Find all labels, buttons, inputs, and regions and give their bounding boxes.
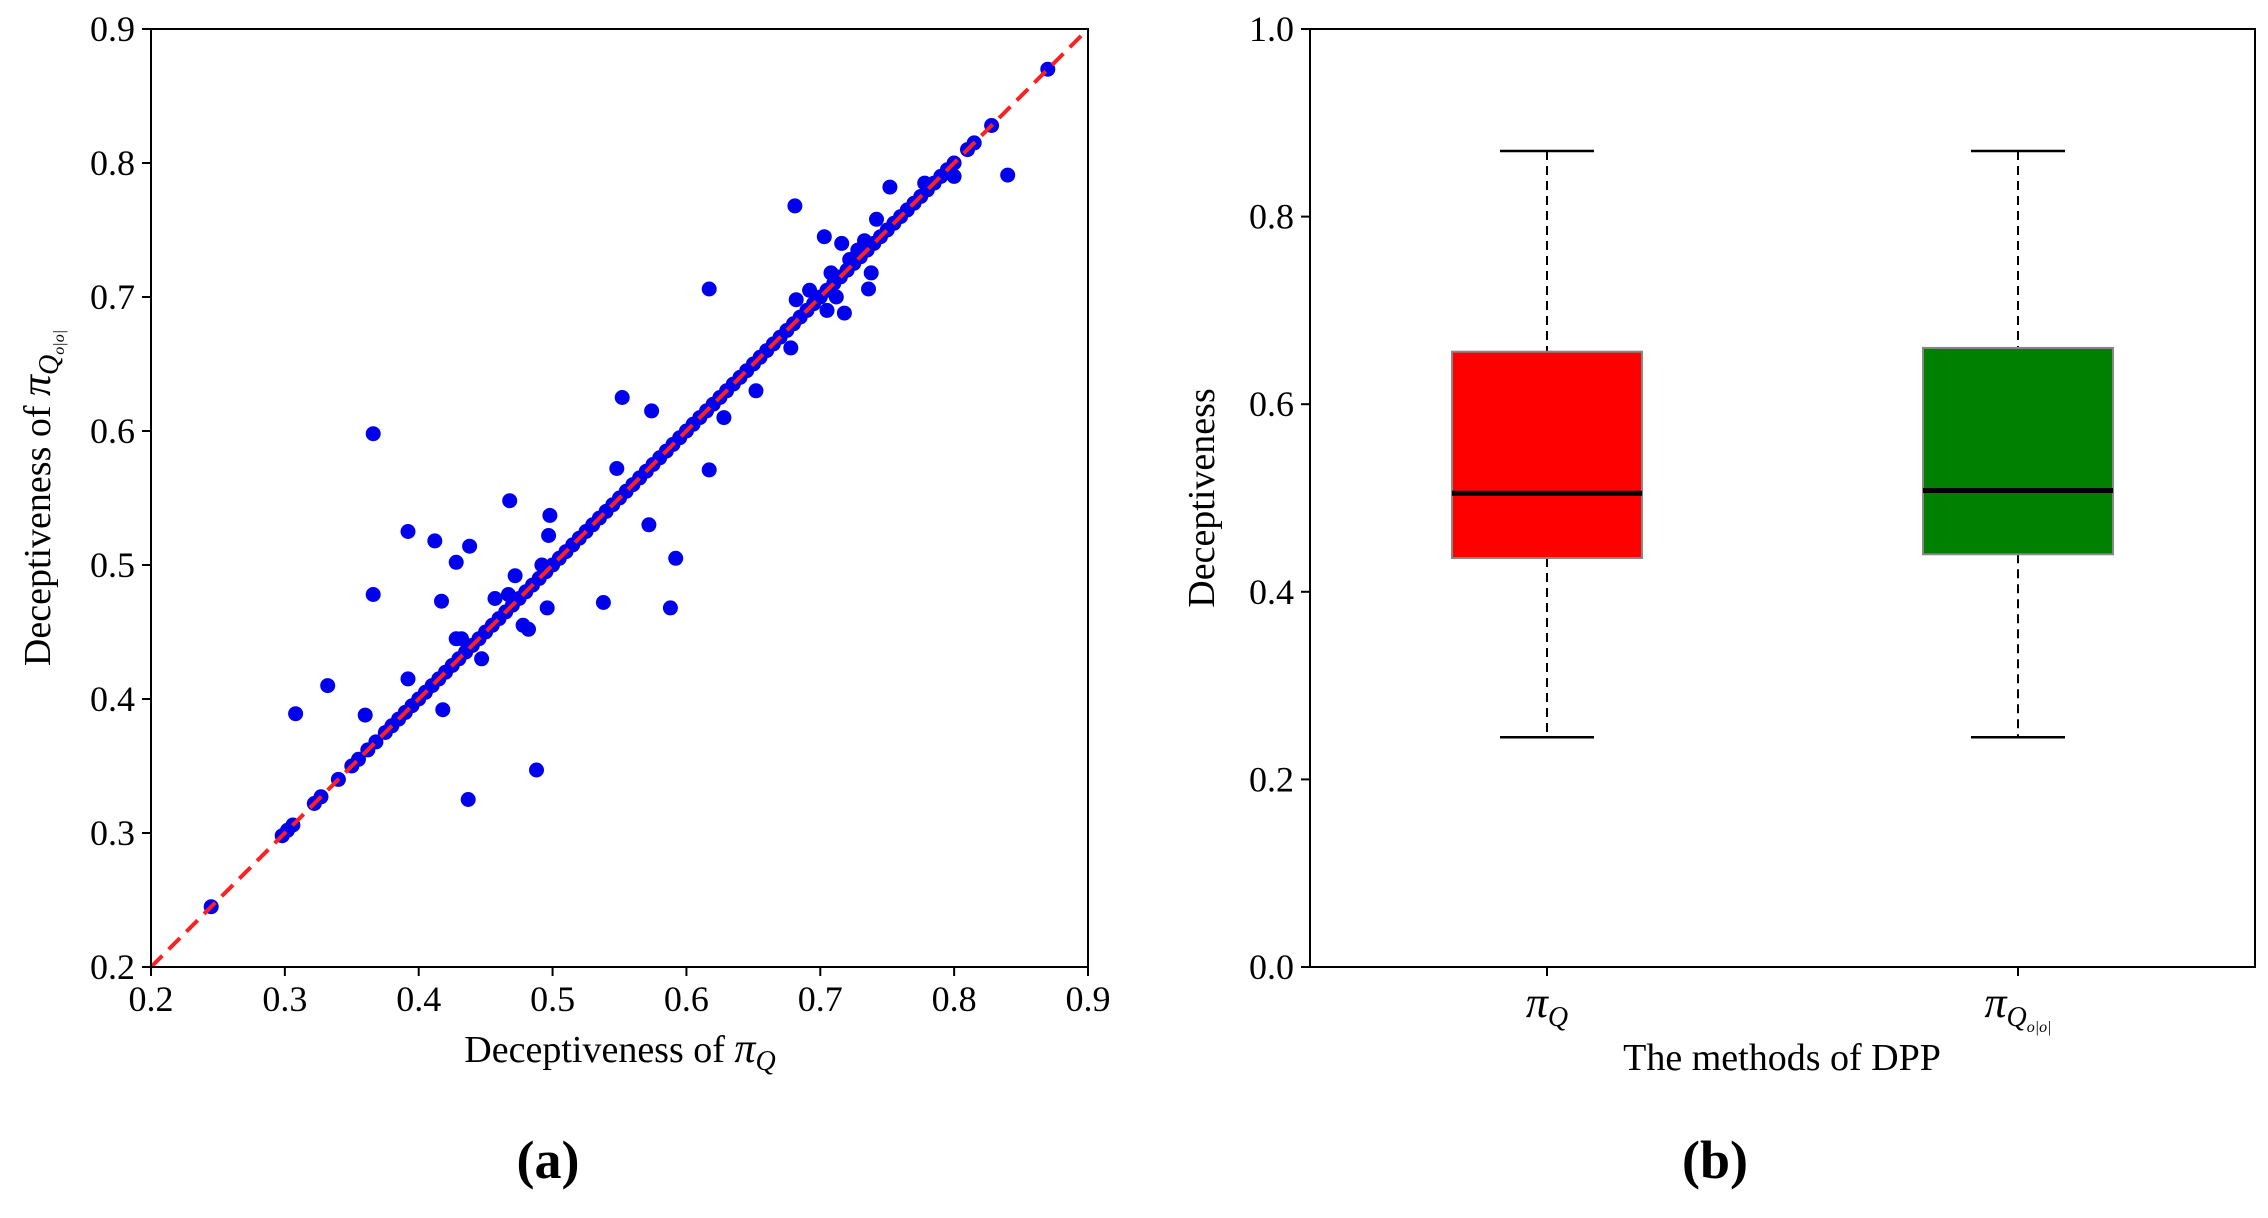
- scatter-point: [788, 292, 804, 308]
- scatter-point: [946, 168, 962, 184]
- scatter-point: [787, 198, 803, 214]
- x-tick-label: 0.8: [932, 979, 977, 1019]
- scatter-point: [474, 651, 490, 667]
- scatter-y-axis-label: Deceptiveness of πQo|o|: [14, 330, 68, 666]
- scatter-point: [427, 533, 443, 549]
- x-tick-label: 0.2: [129, 979, 174, 1019]
- scatter-point: [836, 305, 852, 321]
- scatter-point: [816, 229, 832, 245]
- box-iqr: [1451, 350, 1643, 560]
- scatter-point: [828, 289, 844, 305]
- y-tick-label: 0.8: [1249, 197, 1294, 237]
- scatter-point: [595, 595, 611, 610]
- x-tick-label: 0.9: [1066, 979, 1111, 1019]
- y-tick-label: 0.2: [1249, 759, 1294, 799]
- scatter-point: [701, 462, 717, 478]
- box-plot-y-ticks: 0.0 0.2 0.4 0.6 0.8 1.0: [1249, 9, 1310, 987]
- scatter-point: [614, 390, 630, 405]
- scatter-plot-frame: [150, 28, 1089, 968]
- scatter-x-axis-label: Deceptiveness of πQ: [464, 1026, 775, 1077]
- scatter-point: [400, 524, 416, 539]
- scatter-point: [783, 340, 799, 356]
- y-tick-label: 0.3: [90, 813, 135, 853]
- box-plot-x-ticks: πQ πQo|o|: [1526, 967, 2052, 1036]
- scatter-point: [542, 507, 558, 523]
- y-tick-label: 0.0: [1249, 947, 1294, 987]
- panel-label-b: (b): [1682, 1130, 1748, 1190]
- scatter-point: [834, 235, 850, 251]
- scatter-point: [487, 591, 503, 606]
- y-tick-label: 0.4: [90, 679, 135, 719]
- box-plot-chart: 0.0 0.2 0.4 0.6 0.8 1.0 πQ πQo|o| The methods …: [1181, 9, 2256, 1190]
- x-tick-label: 0.6: [664, 979, 709, 1019]
- y-tick-label: 0.9: [90, 9, 135, 49]
- scatter-point: [454, 631, 469, 647]
- scatter-point: [716, 410, 732, 426]
- reference-line: [149, 27, 1090, 969]
- scatter-point: [641, 517, 657, 533]
- y-tick-label: 0.6: [90, 411, 135, 451]
- x-tick-label: πQo|o|: [1984, 978, 2051, 1036]
- scatter-point: [662, 600, 678, 616]
- panel-label-a: (a): [517, 1130, 580, 1190]
- scatter-point: [448, 554, 464, 570]
- scatter-point: [460, 792, 476, 807]
- scatter-point: [701, 281, 717, 297]
- box-plot-x-axis-label: The methods of DPP: [1623, 1037, 1941, 1079]
- scatter-point: [529, 762, 544, 778]
- scatter-x-ticks: 0.2 0.3 0.4 0.5 0.6 0.7 0.8 0.9: [129, 967, 1111, 1019]
- x-tick-label: 0.3: [262, 979, 307, 1019]
- scatter-chart: 0.2 0.3 0.4 0.5 0.6 0.7 0.8 0.9 0.2 0.3 0.4 0.5 0.6…: [14, 9, 1111, 1190]
- scatter-point: [869, 211, 884, 227]
- box-iqr: [1922, 346, 2114, 556]
- scatter-point: [882, 179, 898, 195]
- scatter-point: [462, 538, 478, 554]
- scatter-point: [644, 403, 660, 419]
- scatter-point: [365, 426, 381, 442]
- scatter-point: [502, 493, 518, 509]
- x-tick-label: 0.5: [530, 979, 575, 1019]
- scatter-point: [288, 706, 304, 722]
- scatter-point: [541, 528, 557, 543]
- x-tick-label: πQ: [1526, 978, 1568, 1033]
- box-plot-frame: [1309, 28, 2256, 968]
- y-tick-label: 1.0: [1249, 9, 1294, 49]
- scatter-point: [320, 678, 336, 694]
- scatter-point: [863, 265, 879, 281]
- scatter-point: [802, 282, 818, 298]
- x-tick-label: 0.4: [396, 979, 441, 1019]
- y-tick-label: 0.7: [90, 277, 135, 317]
- scatter-point: [435, 702, 451, 718]
- y-tick-label: 0.2: [90, 947, 135, 987]
- scatter-point: [668, 550, 684, 566]
- scatter-point: [521, 621, 536, 637]
- scatter-point: [507, 568, 523, 584]
- y-tick-label: 0.8: [90, 143, 135, 183]
- scatter-point: [819, 302, 835, 318]
- scatter-point: [748, 383, 764, 399]
- y-tick-label: 0.6: [1249, 384, 1294, 424]
- y-tick-label: 0.5: [90, 545, 135, 585]
- scatter-point: [539, 600, 555, 616]
- scatter-point: [609, 461, 625, 476]
- box-plot-boxes: [1451, 149, 2114, 739]
- y-tick-label: 0.4: [1249, 572, 1294, 612]
- scatter-point: [365, 587, 381, 602]
- scatter-y-ticks: 0.2 0.3 0.4 0.5 0.6 0.7 0.8 0.9: [90, 9, 151, 987]
- x-tick-label: 0.7: [798, 979, 843, 1019]
- scatter-point: [434, 593, 449, 609]
- box-plot-y-axis-label: Deceptiveness: [1181, 388, 1223, 607]
- scatter-point: [357, 707, 373, 723]
- scatter-point: [400, 671, 416, 687]
- scatter-point: [861, 281, 876, 297]
- scatter-point: [1000, 167, 1016, 183]
